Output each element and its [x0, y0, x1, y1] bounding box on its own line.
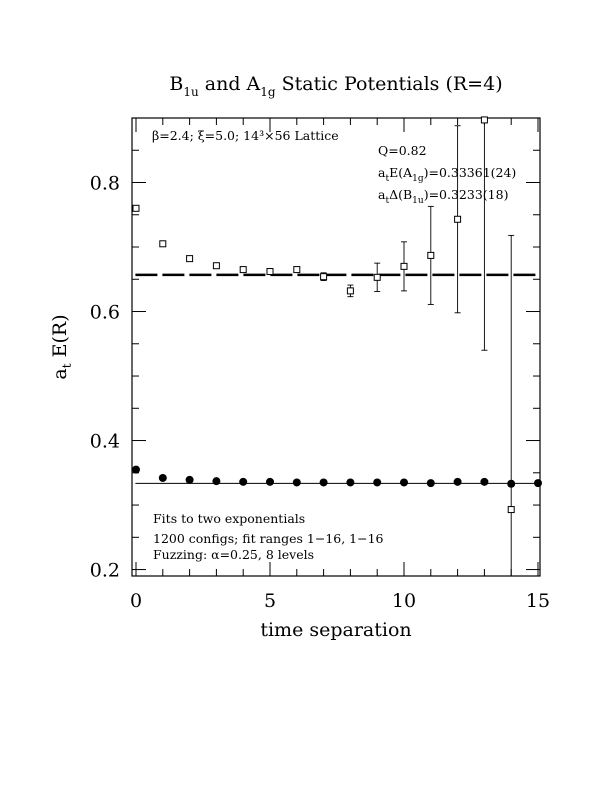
- y-tick-label: 0.6: [90, 302, 120, 324]
- filled-circle-point: [534, 479, 542, 488]
- x-tick-label: 0: [130, 590, 142, 612]
- open-square-point: [507, 506, 515, 514]
- filled-circle-point: [426, 479, 435, 488]
- method-annotation-3: Fuzzing: α=0.25, 8 levels: [153, 547, 314, 562]
- fit-lines: [135, 273, 540, 484]
- a1g-fit-annotation: atE(A1g)=0.33361(24): [378, 165, 516, 184]
- open-square-point: [454, 215, 462, 223]
- filled-circle-point: [373, 478, 382, 487]
- method-annotation-2: 1200 configs; fit ranges 1−16, 1−16: [153, 531, 384, 546]
- data-markers: [132, 116, 542, 514]
- filled-circle-point: [480, 477, 489, 486]
- filled-circle-point: [346, 478, 355, 487]
- y-tick-label: 0.4: [90, 431, 120, 453]
- filled-circle-point: [158, 473, 167, 482]
- filled-circle-point: [400, 478, 408, 487]
- x-axis-label: time separation: [260, 619, 411, 641]
- y-tick-label: 0.8: [90, 173, 120, 195]
- plot-frame: [131, 117, 541, 577]
- open-square-point: [266, 268, 274, 276]
- open-square-point: [293, 266, 301, 274]
- filled-circle-point: [239, 477, 248, 486]
- y-tick-label: 0.2: [90, 560, 120, 582]
- x-tick-label: 10: [392, 590, 416, 612]
- filled-circle-point: [266, 477, 274, 486]
- filled-circle-point: [212, 477, 221, 486]
- x-tick-label: 15: [526, 590, 550, 612]
- open-square-point: [159, 240, 167, 248]
- x-tick-label: 5: [264, 590, 276, 612]
- open-square-point: [427, 251, 435, 259]
- y-axis-ticks: 0.2 0.4 0.6 0.8: [90, 117, 540, 582]
- method-annotation-1: Fits to two exponentials: [153, 511, 305, 526]
- open-square-point: [132, 204, 140, 212]
- open-square-point: [239, 266, 247, 274]
- open-square-point: [186, 255, 194, 263]
- q-annotation: Q=0.82: [378, 143, 427, 158]
- filled-circle-point: [319, 478, 328, 487]
- chart-title: B1u and A1g Static Potentials (R=4): [169, 73, 502, 99]
- y-axis-label: at E(R): [49, 314, 74, 379]
- filled-circle-point: [507, 479, 516, 488]
- open-square-point: [346, 287, 354, 295]
- open-square-point: [373, 273, 381, 281]
- filled-circle-point: [185, 475, 194, 484]
- filled-circle-point: [453, 477, 462, 486]
- filled-circle-point: [132, 465, 140, 474]
- lattice-annotation: β=2.4; ξ=5.0; 14³×56 Lattice: [152, 128, 339, 143]
- b1u-fit-annotation: atΔ(B1u)=0.3233(18): [378, 187, 508, 206]
- open-square-point: [212, 262, 220, 270]
- open-square-point: [400, 262, 408, 270]
- filled-circle-point: [292, 478, 301, 487]
- open-square-point: [320, 273, 328, 281]
- open-square-point: [480, 116, 488, 124]
